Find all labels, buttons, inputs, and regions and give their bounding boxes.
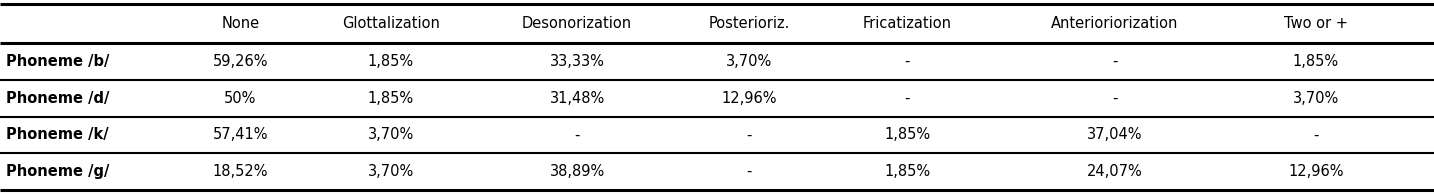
Text: 1,85%: 1,85% <box>883 127 931 142</box>
Text: 24,07%: 24,07% <box>1087 164 1143 179</box>
Text: -: - <box>747 127 751 142</box>
Text: Fricatization: Fricatization <box>862 16 952 31</box>
Text: Desonorization: Desonorization <box>522 16 632 31</box>
Text: 3,70%: 3,70% <box>726 54 773 69</box>
Text: 12,96%: 12,96% <box>721 91 777 106</box>
Text: 12,96%: 12,96% <box>1288 164 1344 179</box>
Text: 57,41%: 57,41% <box>212 127 268 142</box>
Text: -: - <box>1113 54 1117 69</box>
Text: 1,85%: 1,85% <box>367 54 414 69</box>
Text: 1,85%: 1,85% <box>367 91 414 106</box>
Text: None: None <box>221 16 260 31</box>
Text: Phoneme /k/: Phoneme /k/ <box>6 127 109 142</box>
Text: -: - <box>1314 127 1318 142</box>
Text: 31,48%: 31,48% <box>549 91 605 106</box>
Text: Anterioriorization: Anterioriorization <box>1051 16 1179 31</box>
Text: Two or +: Two or + <box>1283 16 1348 31</box>
Text: Posterioriz.: Posterioriz. <box>708 16 790 31</box>
Text: Phoneme /g/: Phoneme /g/ <box>6 164 109 179</box>
Text: 59,26%: 59,26% <box>212 54 268 69</box>
Text: 50%: 50% <box>224 91 257 106</box>
Text: 33,33%: 33,33% <box>549 54 605 69</box>
Text: 3,70%: 3,70% <box>1292 91 1339 106</box>
Text: Phoneme /d/: Phoneme /d/ <box>6 91 109 106</box>
Text: Glottalization: Glottalization <box>341 16 440 31</box>
Text: -: - <box>905 54 909 69</box>
Text: -: - <box>575 127 579 142</box>
Text: 37,04%: 37,04% <box>1087 127 1143 142</box>
Text: -: - <box>1113 91 1117 106</box>
Text: 3,70%: 3,70% <box>367 164 414 179</box>
Text: 18,52%: 18,52% <box>212 164 268 179</box>
Text: 38,89%: 38,89% <box>549 164 605 179</box>
Text: -: - <box>747 164 751 179</box>
Text: Phoneme /b/: Phoneme /b/ <box>6 54 109 69</box>
Text: -: - <box>905 91 909 106</box>
Text: 1,85%: 1,85% <box>1292 54 1339 69</box>
Text: 3,70%: 3,70% <box>367 127 414 142</box>
Text: 1,85%: 1,85% <box>883 164 931 179</box>
